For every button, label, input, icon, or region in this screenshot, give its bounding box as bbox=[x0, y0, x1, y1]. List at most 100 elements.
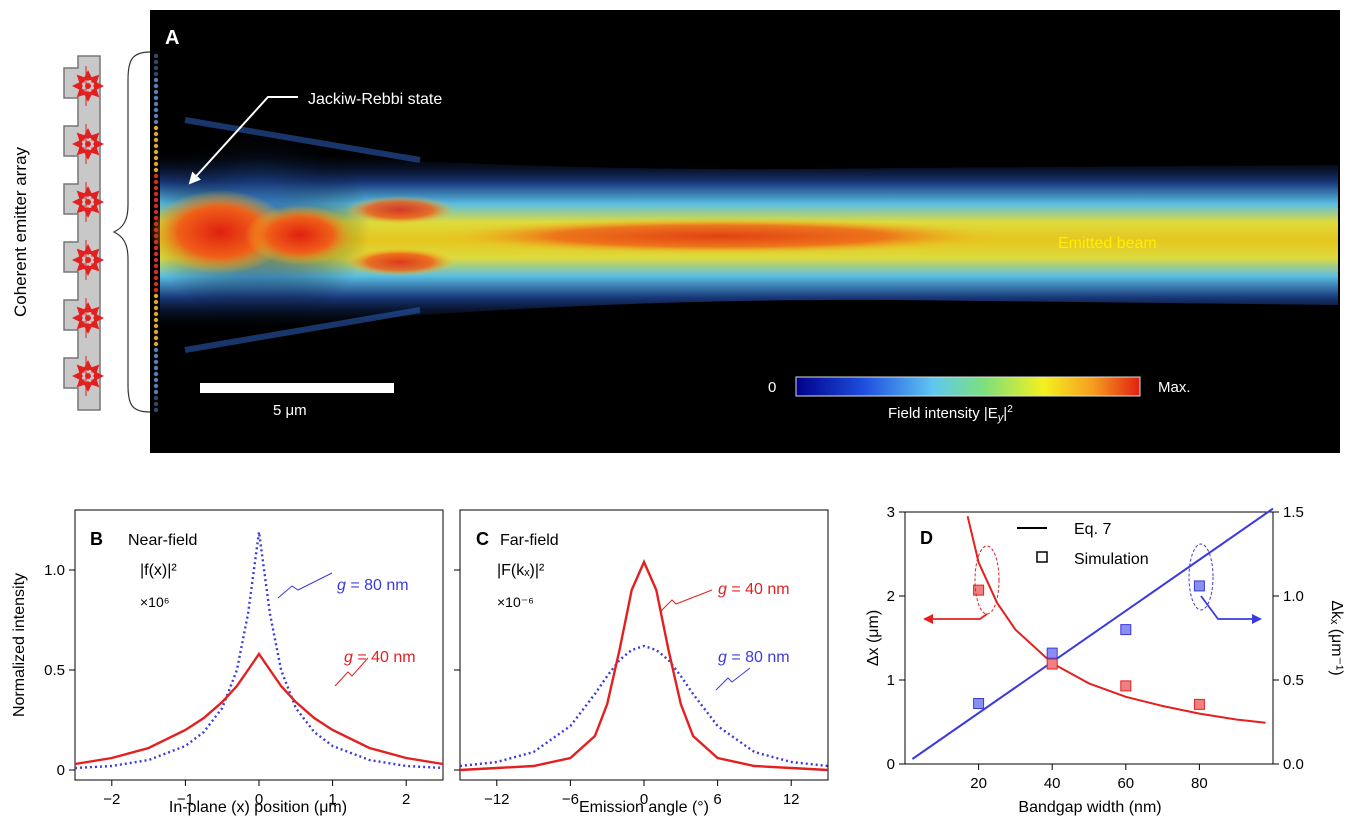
emitter-dot bbox=[153, 161, 159, 167]
emitter-ray bbox=[88, 260, 100, 272]
emitter-ray bbox=[88, 74, 100, 86]
x-tick-label: 60 bbox=[1117, 775, 1134, 792]
emitter-ray bbox=[88, 248, 100, 260]
colorbar-min-label: 0 bbox=[768, 379, 776, 396]
emitter-dot bbox=[153, 353, 159, 359]
panel-b-ylabel: Normalized intensity bbox=[11, 573, 28, 717]
panel-c-formula: |F(kₓ)|² bbox=[497, 562, 545, 579]
simulation-point-dx bbox=[1046, 658, 1058, 670]
eq7-line-dkx bbox=[911, 507, 1274, 760]
emitter-dot bbox=[153, 293, 159, 299]
panel-b-label-40nm: g = 40 nm bbox=[344, 649, 416, 666]
x-tick-label: 40 bbox=[1044, 775, 1061, 792]
panel-d-xlabel: Bandgap width (nm) bbox=[1018, 799, 1161, 816]
eq7-curve-dx bbox=[966, 515, 1266, 724]
emitter-dot bbox=[153, 221, 159, 227]
emitter-dot bbox=[153, 173, 159, 179]
emitter-ray bbox=[88, 364, 100, 376]
y-tick-label: 1.0 bbox=[44, 562, 65, 579]
emitter-dot bbox=[153, 275, 159, 281]
annotation-leader-80nm-c bbox=[715, 667, 751, 691]
panel-b-frame bbox=[74, 509, 444, 781]
emitter-dot bbox=[153, 281, 159, 287]
near-field-curve-40nm bbox=[74, 651, 444, 766]
emitter-dot bbox=[153, 233, 159, 239]
emitter-ray bbox=[88, 190, 100, 202]
callout-arrow bbox=[188, 96, 298, 185]
emitter-ray bbox=[76, 74, 88, 86]
emitter-dot bbox=[153, 143, 159, 149]
emitter-ray bbox=[76, 306, 88, 318]
panel-d: 20 40 60 80 0 1 2 3 0.0 0.5 1.0 1.5 D Eq. 7 Simulat… bbox=[865, 504, 1345, 816]
panel-c-scale-note: ×10⁻⁶ bbox=[497, 594, 534, 610]
y-tick-label: 0 bbox=[57, 762, 65, 779]
simulation-point-dx bbox=[1193, 698, 1205, 710]
emitter-dot bbox=[153, 89, 159, 95]
far-field-curve-40nm bbox=[459, 559, 829, 772]
panel-c-label-40nm: g = 40 nm bbox=[718, 581, 790, 598]
emitter-dot bbox=[153, 137, 159, 143]
highlight-ellipse-blue bbox=[1188, 543, 1214, 611]
emitter-dot bbox=[153, 227, 159, 233]
annotation-leader-40nm-c bbox=[659, 589, 713, 613]
emitter-ray bbox=[76, 248, 88, 260]
emitter-dot bbox=[153, 125, 159, 131]
x-tick-label: 2 bbox=[402, 791, 410, 808]
emitter-dot bbox=[153, 59, 159, 65]
emitter-dot bbox=[153, 257, 159, 263]
array-side-label: Coherent emitter array bbox=[11, 146, 30, 317]
panel-d-ylabel-left: Δx (μm) bbox=[865, 610, 882, 666]
emitter-dot bbox=[153, 401, 159, 407]
x-tick-label: −2 bbox=[103, 791, 120, 808]
emitter-dot bbox=[153, 101, 159, 107]
legend-eq7: Eq. 7 bbox=[1074, 521, 1111, 538]
x-tick-label: −12 bbox=[484, 791, 509, 808]
emitter-dot bbox=[153, 77, 159, 83]
panel-b-title: Near-field bbox=[128, 532, 197, 549]
emitter-ray bbox=[76, 318, 88, 330]
callout-label: Jackiw-Rebbi state bbox=[308, 91, 442, 108]
x-tick-label: −1 bbox=[177, 791, 194, 808]
panel-c-letter: C bbox=[476, 529, 489, 549]
emitter-dot-column bbox=[153, 53, 159, 413]
colorbar bbox=[795, 376, 1141, 397]
highlight-ellipse-red bbox=[974, 545, 1000, 615]
x-tick-label: 80 bbox=[1191, 775, 1208, 792]
emitter-dot bbox=[153, 269, 159, 275]
panel-c-title: Far-field bbox=[500, 532, 559, 549]
y-tick-label-left: 3 bbox=[887, 504, 895, 521]
emitter-ray bbox=[76, 376, 88, 388]
simulation-point-dkx bbox=[1193, 580, 1205, 592]
emitter-dot bbox=[153, 167, 159, 173]
panel-d-ylabel-right: Δkₓ (μm⁻¹) bbox=[1328, 600, 1345, 675]
emitter-dot bbox=[153, 191, 159, 197]
array-brace bbox=[112, 51, 151, 413]
emitter-dot bbox=[153, 395, 159, 401]
simulation-point-dkx bbox=[1046, 647, 1058, 659]
panel-b-xlabel: In-plane (x) position (μm) bbox=[169, 799, 347, 816]
emitter-ray bbox=[88, 318, 100, 330]
emitter-dot bbox=[153, 113, 159, 119]
emitter-dot bbox=[153, 155, 159, 161]
emitter-dot bbox=[153, 71, 159, 77]
emitter-dot bbox=[153, 305, 159, 311]
y-tick-label-left: 1 bbox=[887, 672, 895, 689]
x-tick-label: 0 bbox=[640, 791, 648, 808]
y-tick-label-right: 0.0 bbox=[1283, 756, 1304, 773]
emitter-dot bbox=[153, 311, 159, 317]
colorbar-max-label: Max. bbox=[1158, 379, 1191, 396]
panel-b-formula: |f(x)|² bbox=[140, 562, 177, 579]
panel-b-letter: B bbox=[90, 529, 103, 549]
simulation-points bbox=[973, 580, 1205, 710]
emitter-ray bbox=[88, 144, 100, 156]
y-tick-label-left: 2 bbox=[887, 588, 895, 605]
emitter-dot bbox=[153, 407, 159, 413]
emitter-dot bbox=[153, 341, 159, 347]
emitter-dot bbox=[153, 185, 159, 191]
y-tick-label-right: 1.0 bbox=[1283, 588, 1304, 605]
panel-d-frame bbox=[904, 511, 1274, 765]
emitter-dot bbox=[153, 329, 159, 335]
x-tick-label: −6 bbox=[562, 791, 579, 808]
scale-bar-label: 5 μm bbox=[273, 402, 307, 419]
emitter-comb-shape bbox=[63, 55, 101, 411]
